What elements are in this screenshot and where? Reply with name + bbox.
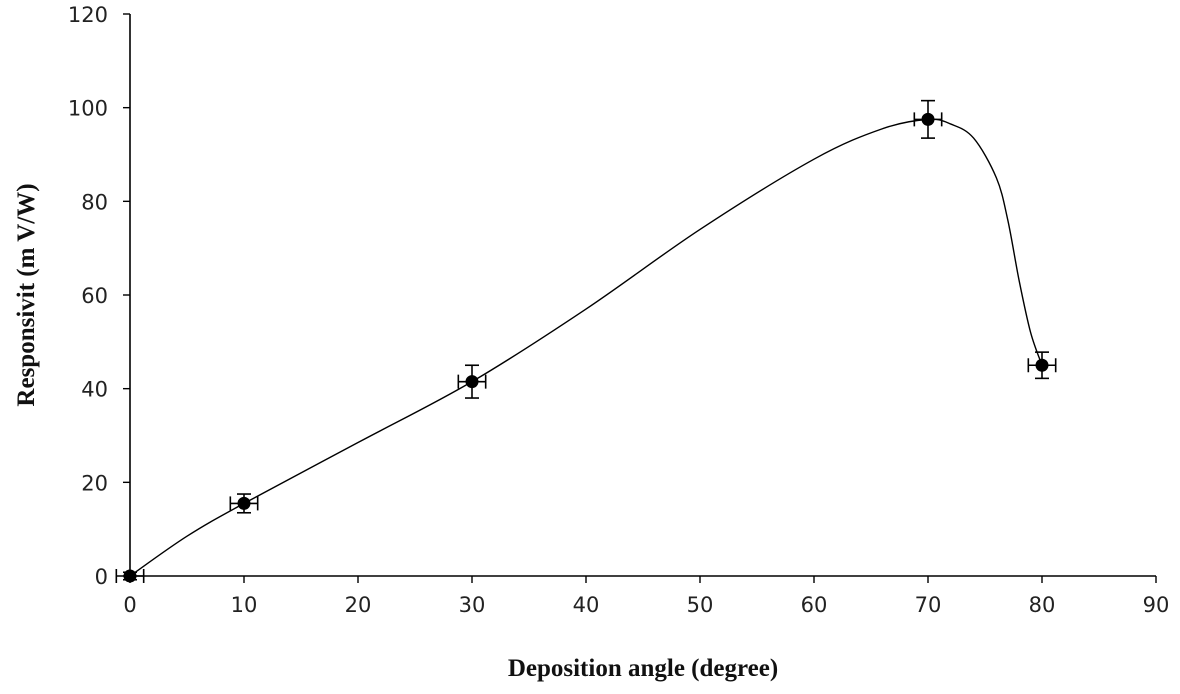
data-point: [123, 569, 137, 583]
x-tick-label: 80: [1029, 593, 1056, 617]
y-tick-label: 20: [81, 471, 108, 495]
data-point-group: [457, 364, 487, 399]
x-tick-label: 0: [123, 593, 136, 617]
data-point: [1035, 358, 1049, 372]
x-tick-label: 70: [915, 593, 942, 617]
y-tick-label: 120: [68, 3, 108, 27]
y-tick-label: 0: [95, 565, 108, 589]
y-axis: 0 20 40 60 80 100 120: [68, 3, 130, 589]
data-point: [465, 375, 479, 389]
data-point-group: [115, 569, 145, 583]
y-tick-label: 60: [81, 284, 108, 308]
x-tick-label: 20: [345, 593, 372, 617]
y-axis-title: Responsivit (m V/W): [13, 183, 40, 406]
x-tick-label: 90: [1143, 593, 1170, 617]
data-series: [115, 99, 1057, 583]
data-point: [237, 496, 251, 510]
data-point-group: [913, 99, 943, 139]
data-point-group: [229, 493, 259, 514]
x-tick-label: 60: [801, 593, 828, 617]
y-tick-label: 80: [81, 190, 108, 214]
x-tick-label: 50: [687, 593, 714, 617]
x-axis: 0 10 20 30 40 50 60 70 80 90: [123, 576, 1169, 617]
data-point: [921, 112, 935, 126]
data-point-group: [1027, 351, 1057, 380]
x-tick-label: 30: [459, 593, 486, 617]
x-tick-label: 40: [573, 593, 600, 617]
trend-curve: [129, 118, 1043, 577]
y-tick-label: 40: [81, 378, 108, 402]
y-tick-label: 100: [68, 97, 108, 121]
x-tick-label: 10: [231, 593, 258, 617]
x-axis-title: Deposition angle (degree): [508, 655, 778, 682]
